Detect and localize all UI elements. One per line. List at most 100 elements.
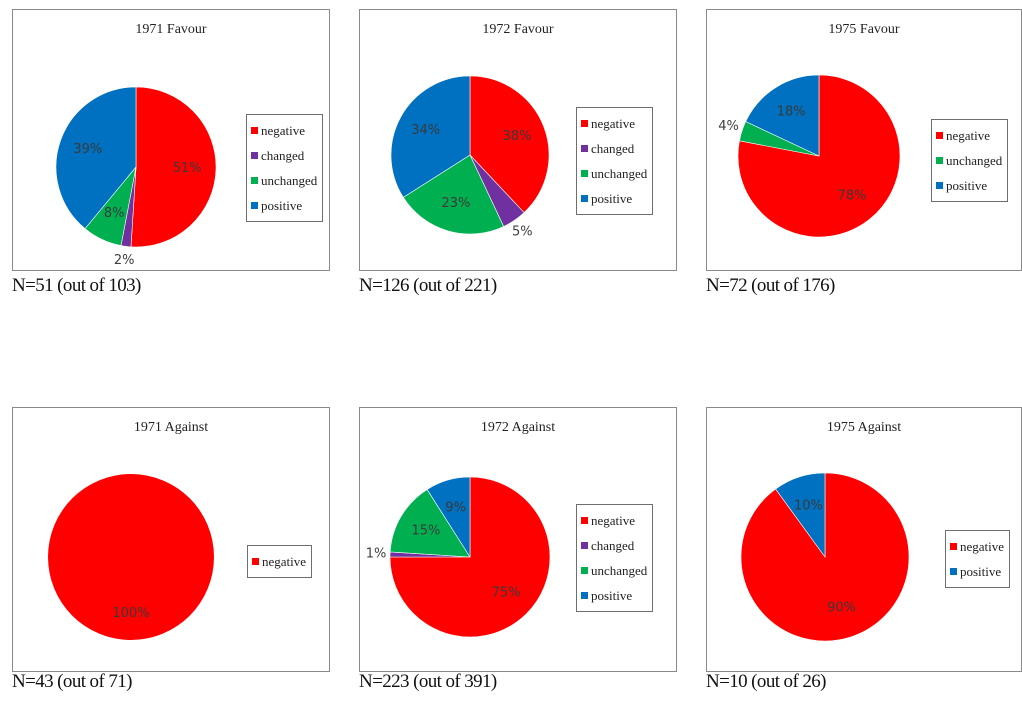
pie-data-label: 10% (794, 498, 823, 513)
legend-item-positive: positive (251, 193, 317, 218)
pie-chart: 51% 2% 8% 39% (55, 86, 217, 268)
legend-label: positive (261, 198, 303, 213)
chart-caption: N=51 (out of 103) (12, 275, 141, 296)
chart-title: 1971 Favour (135, 22, 207, 37)
pie-data-label: 39% (73, 142, 102, 157)
legend-item-unchanged: unchanged (251, 168, 317, 193)
legend-item-negative: negative (581, 508, 647, 533)
legend-label: unchanged (591, 166, 648, 181)
legend-label: changed (591, 141, 635, 156)
legend-label: negative (591, 116, 636, 131)
pie-slice-positive (390, 75, 471, 198)
pie-chart: 75% 1% 15% 9% (366, 476, 551, 638)
legend-item-negative: negative (251, 118, 317, 143)
legend-swatch (581, 195, 588, 202)
legend-swatch (251, 202, 258, 209)
pie-slice-unchanged (402, 154, 505, 235)
legend-swatch (581, 567, 588, 574)
chart-caption: N=72 (out of 176) (706, 275, 835, 296)
legend-swatch (252, 558, 259, 565)
legend-swatch (581, 145, 588, 152)
legend-label: positive (946, 178, 988, 193)
pie-data-label: 38% (503, 129, 532, 144)
chart-legend: negative changed unchanged positive (246, 114, 324, 222)
legend-label: changed (591, 538, 635, 553)
pie-slice-positive (55, 86, 137, 230)
legend-swatch (251, 177, 258, 184)
pie-data-label: 15% (411, 523, 440, 538)
legend-swatch (581, 542, 588, 549)
pie-data-label: 51% (173, 161, 202, 176)
chart-frame: 1971 Against 100% negative (12, 407, 330, 672)
chart-legend: negative positive (945, 530, 1011, 588)
chart-caption: N=43 (out of 71) (12, 671, 132, 692)
pie-chart: 100% (48, 474, 214, 640)
chart-frame: 1972 Against 75% 1% 15% 9% negative changed unc… (359, 407, 677, 672)
legend-item-changed: changed (251, 143, 317, 168)
pie-data-label: 5% (512, 224, 533, 239)
legend-swatch (251, 152, 258, 159)
pie-slice-positive (775, 472, 826, 558)
legend-item-negative: negative (950, 534, 1004, 559)
pie-slice-negative (130, 86, 217, 248)
chart-legend: negative (247, 545, 313, 578)
pie-data-label: 78% (838, 188, 867, 203)
pie-chart: 38% 5% 23% 34% (390, 75, 550, 239)
pie-data-label: 2% (114, 253, 135, 268)
chart-frame: 1975 Favour 78% 4% 18% negative unchanged posi… (706, 9, 1022, 271)
legend-item-unchanged: unchanged (581, 161, 647, 186)
legend-item-positive: positive (936, 173, 1002, 198)
chart-legend: negative changed unchanged positive (576, 504, 654, 612)
legend-item-negative: negative (252, 549, 306, 574)
pie-chart: 90% 10% (740, 472, 910, 642)
chart-title: 1975 Favour (828, 22, 900, 37)
legend-item-negative: negative (936, 123, 1002, 148)
pie-slice-negative (469, 75, 550, 214)
chart-caption: N=223 (out of 391) (359, 671, 497, 692)
pie-data-label: 90% (827, 601, 856, 616)
legend-swatch (581, 517, 588, 524)
legend-label: positive (591, 191, 633, 206)
legend-label: negative (261, 123, 306, 138)
pie-data-label: 23% (441, 196, 470, 211)
legend-item-changed: changed (581, 533, 647, 558)
pie-data-label: 8% (104, 206, 125, 221)
legend-swatch (251, 127, 258, 134)
chart-title: 1971 Against (133, 420, 209, 435)
legend-label: unchanged (591, 563, 648, 578)
legend-item-changed: changed (581, 136, 647, 161)
legend-label: changed (261, 148, 305, 163)
chart-title: 1975 Against (826, 420, 902, 435)
legend-item-positive: positive (581, 583, 647, 608)
pie-data-label: 75% (492, 586, 521, 601)
legend-swatch (950, 543, 957, 550)
chart-legend: negative changed unchanged positive (576, 107, 654, 215)
pie-data-label: 100% (112, 606, 149, 621)
legend-swatch (581, 120, 588, 127)
legend-label: negative (960, 539, 1005, 554)
legend-swatch (581, 170, 588, 177)
legend-item-unchanged: unchanged (936, 148, 1002, 173)
legend-label: unchanged (946, 153, 1003, 168)
legend-item-positive: positive (950, 559, 1004, 584)
pie-chart: 78% 4% 18% (718, 74, 901, 238)
pie-data-label: 9% (445, 500, 466, 515)
chart-legend: negative unchanged positive (931, 119, 1009, 202)
pie-slice-positive (426, 476, 471, 559)
legend-label: unchanged (261, 173, 318, 188)
legend-label: negative (946, 128, 991, 143)
legend-item-unchanged: unchanged (581, 558, 647, 583)
chart-frame: 1971 Favour 51% 2% 8% 39% negative changed unch… (12, 9, 330, 271)
legend-item-positive: positive (581, 186, 647, 211)
legend-swatch (936, 157, 943, 164)
legend-label: positive (591, 588, 633, 603)
pie-data-label: 18% (777, 105, 806, 120)
pie-data-label: 1% (366, 547, 387, 562)
legend-swatch (936, 182, 943, 189)
pie-data-label: 4% (718, 119, 739, 134)
legend-swatch (581, 592, 588, 599)
pie-data-label: 34% (411, 123, 440, 138)
legend-label: negative (262, 554, 307, 569)
legend-label: negative (591, 513, 636, 528)
chart-frame: 1975 Against 90% 10% negative positive (706, 407, 1022, 672)
